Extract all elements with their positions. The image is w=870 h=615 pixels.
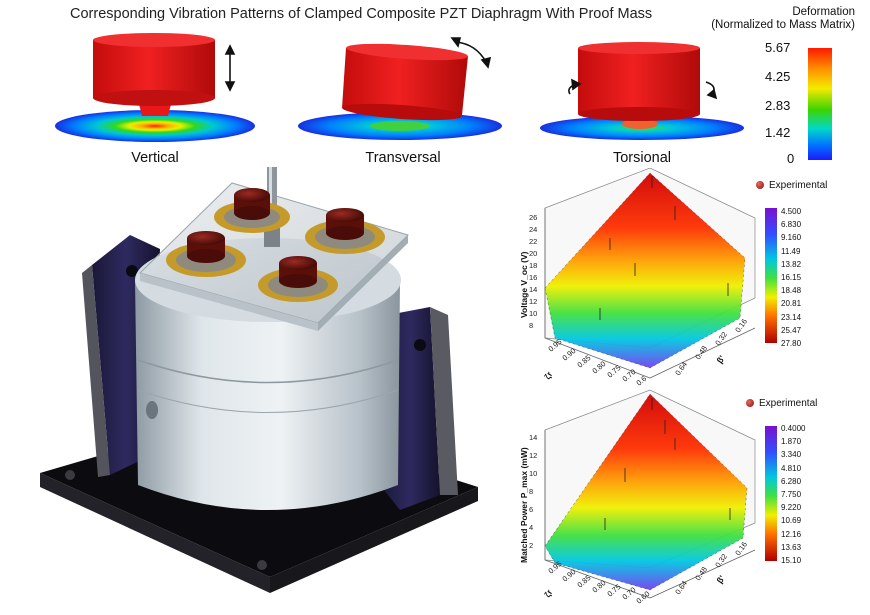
- power-z-label: Matched Power P_max (mW): [519, 447, 529, 563]
- svg-text:0.48: 0.48: [693, 565, 709, 582]
- harvester-device-illustration: [40, 167, 478, 593]
- colorbar-tick: 0: [787, 151, 795, 166]
- svg-text:0.90: 0.90: [561, 567, 578, 583]
- experimental-marker-icon: [746, 399, 754, 408]
- svg-text:0.6: 0.6: [635, 374, 649, 388]
- deformation-colorbar: [808, 48, 832, 160]
- svg-text:0.64: 0.64: [673, 360, 689, 377]
- svg-text:2: 2: [529, 541, 533, 550]
- power-surface-plot: [544, 389, 756, 599]
- power-z-ticks: 14 12 10 8 6 4 2: [529, 433, 537, 550]
- svg-text:8: 8: [529, 487, 533, 496]
- experimental-marker-icon: [756, 181, 764, 190]
- transversal-mode-render: [298, 43, 502, 140]
- colorbar-title-line2: (Normalized to Mass Matrix): [711, 19, 855, 31]
- svg-text:0.90: 0.90: [561, 346, 578, 362]
- svg-text:24: 24: [529, 225, 537, 234]
- power-scale-bar: [765, 426, 777, 561]
- svg-text:8: 8: [529, 321, 533, 330]
- power-x-label: ζr: [542, 587, 555, 599]
- proof-mass-ring: [214, 188, 290, 233]
- vibration-modes-illustration: [55, 33, 744, 142]
- mode-label-torsional: Torsional: [612, 150, 672, 166]
- colorbar-title-line1: Deformation: [792, 6, 855, 18]
- torsional-mode-render: [540, 42, 744, 140]
- colorbar-tick: 1.42: [765, 125, 791, 140]
- colorbar-title: Deformation (Normalized to Mass Matrix): [670, 6, 855, 32]
- svg-text:12: 12: [529, 451, 537, 460]
- colorbar-tick: 2.83: [765, 98, 791, 113]
- svg-text:26: 26: [529, 213, 537, 222]
- figure-title: Corresponding Vibration Patterns of Clam…: [70, 6, 653, 22]
- svg-text:22: 22: [529, 237, 537, 246]
- voltage-surface-plot: [544, 168, 756, 379]
- svg-text:20: 20: [529, 249, 537, 258]
- power-y-label: β': [714, 573, 726, 585]
- svg-text:0.16: 0.16: [733, 540, 749, 557]
- svg-text:14: 14: [529, 285, 537, 294]
- svg-text:14: 14: [529, 433, 537, 442]
- mode-label-vertical: Vertical: [131, 150, 179, 166]
- voltage-scale-ticks: 4.500 6.830 9.160 11.49 13.82 16.15 18.4…: [781, 207, 802, 349]
- voltage-scale-bar: [765, 208, 777, 343]
- power-legend-label: Experimental: [759, 398, 818, 409]
- svg-text:10: 10: [529, 469, 537, 478]
- rotation-arrows-icon: [568, 78, 718, 100]
- svg-text:18: 18: [529, 261, 537, 270]
- curved-arrow-icon: [450, 37, 492, 69]
- proof-mass-ring: [305, 208, 385, 254]
- colorbar-tick: 5.67: [765, 40, 791, 55]
- voltage-legend-label: Experimental: [769, 180, 828, 191]
- svg-text:4: 4: [529, 523, 533, 532]
- svg-text:0.32: 0.32: [713, 552, 729, 569]
- svg-text:0.32: 0.32: [713, 330, 729, 347]
- svg-text:10: 10: [529, 309, 537, 318]
- colorbar-tick: 4.25: [765, 69, 791, 84]
- voltage-y-label: β': [714, 353, 726, 365]
- proof-mass-ring: [166, 231, 246, 277]
- svg-text:6: 6: [529, 505, 533, 514]
- svg-text:16: 16: [529, 273, 537, 282]
- svg-text:0.85: 0.85: [576, 353, 593, 369]
- voltage-plot-legend: Experimental: [756, 180, 827, 191]
- voltage-z-ticks: 26 24 22 20 18 16 14 12 10 8: [529, 213, 537, 330]
- svg-text:0.48: 0.48: [693, 344, 709, 361]
- vertical-double-arrow-icon: [224, 44, 236, 92]
- proof-mass-ring: [258, 256, 338, 302]
- surface-plots: Voltage V_oc (V) 26 24 22 20 18 16 14 12…: [519, 168, 777, 606]
- power-scale-ticks: 0.4000 1.870 3.340 4.810 6.280 7.750 9.2…: [781, 424, 806, 566]
- voltage-x-label: ζr: [542, 369, 555, 381]
- svg-text:12: 12: [529, 297, 537, 306]
- power-plot-legend: Experimental: [746, 398, 817, 409]
- mode-label-transversal: Transversal: [365, 150, 441, 166]
- voltage-z-label: Voltage V_oc (V): [519, 251, 529, 318]
- vertical-mode-render: [55, 33, 255, 142]
- svg-text:0.75: 0.75: [606, 582, 623, 598]
